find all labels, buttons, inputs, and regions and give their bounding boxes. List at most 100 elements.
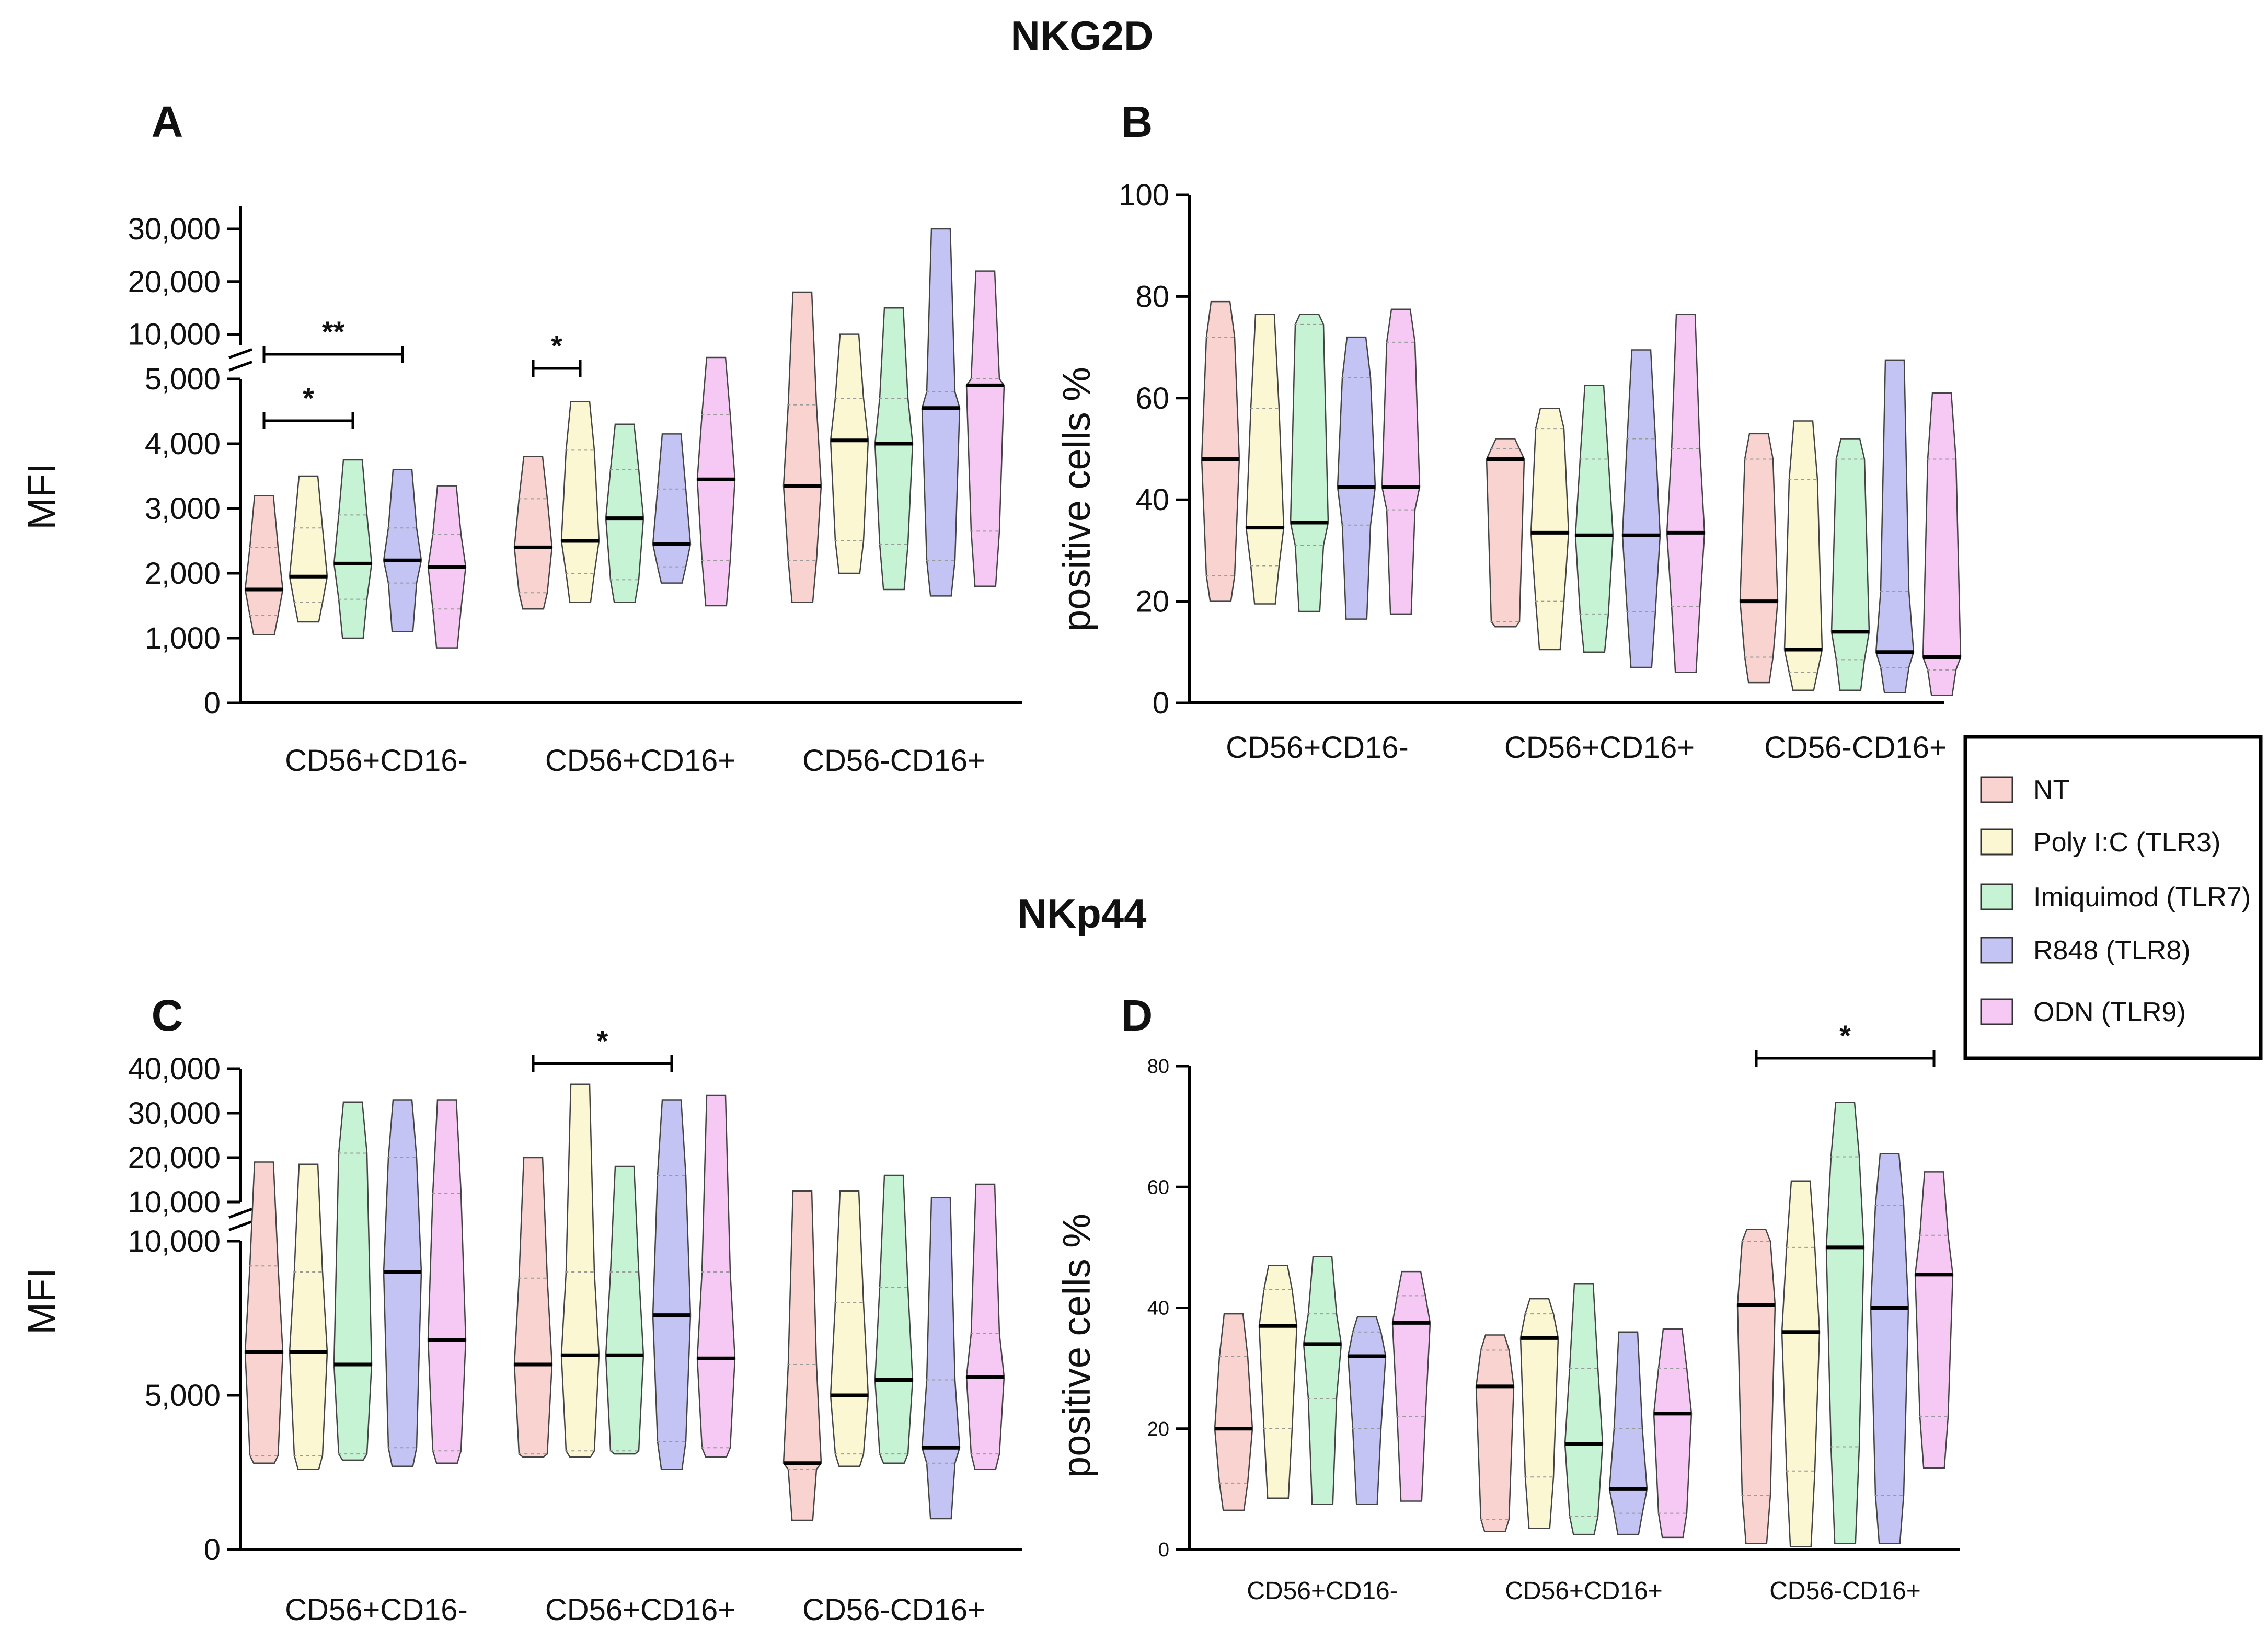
y-tick-label: 5,000 — [145, 362, 221, 396]
y-tick-label: 30,000 — [128, 1096, 221, 1130]
violin-r848-tlr8 — [1337, 336, 1376, 620]
violin-odn-tlr9 — [427, 1099, 467, 1464]
violin-nt — [1475, 1334, 1515, 1532]
significance-label: * — [551, 329, 562, 362]
x-category-label: CD56+CD16+ — [1504, 731, 1695, 765]
violin-odn-tlr9 — [965, 270, 1005, 587]
legend-label-odn-tlr9: ODN (TLR9) — [2033, 997, 2186, 1027]
violin-poly-i-c-tlr3 — [289, 475, 328, 623]
legend-swatch-odn-tlr9 — [1980, 998, 2013, 1025]
violin-r848-tlr8 — [1870, 1153, 1909, 1544]
y-tick-label: 0 — [204, 1533, 221, 1567]
y-tick-label: 1,000 — [145, 621, 221, 655]
x-category-label: CD56-CD16+ — [1769, 1577, 1920, 1605]
legend-swatch-poly-i-c-tlr3 — [1980, 828, 2013, 856]
significance-label: ** — [322, 315, 345, 348]
violin-poly-i-c-tlr3 — [830, 1190, 869, 1467]
violin-imiquimod-tlr7 — [333, 459, 373, 639]
panel-c: 0 5,000 10,000 10,000 20,000 30,000 40,000 MFI C… — [20, 1024, 1022, 1627]
violin-nt — [513, 1157, 553, 1458]
legend-frame — [1963, 735, 2263, 1060]
violin-poly-i-c-tlr3 — [1530, 407, 1570, 651]
violin-poly-i-c-tlr3 — [1245, 314, 1285, 605]
violin-imiquimod-tlr7 — [1303, 1255, 1342, 1505]
y-tick-label: 3,000 — [145, 492, 221, 526]
legend-swatch-imiquimod-tlr7 — [1980, 883, 2013, 910]
violin-poly-i-c-tlr3 — [1258, 1265, 1298, 1499]
violin-imiquimod-tlr7 — [605, 423, 644, 604]
x-category-label: CD56+CD16- — [1247, 1577, 1398, 1605]
legend-label-nt: NT — [2033, 775, 2069, 805]
title-bottom: NKp44 — [1017, 891, 1146, 937]
y-tick-label: 20,000 — [128, 1141, 221, 1175]
title-top: NKG2D — [1010, 13, 1153, 59]
significance-label: * — [303, 382, 314, 414]
violin-imiquimod-tlr7 — [1825, 1102, 1865, 1544]
violin-poly-i-c-tlr3 — [289, 1163, 328, 1470]
x-category-label: CD56-CD16+ — [802, 1593, 985, 1627]
panel-b: 0 20 40 60 80 100 positive cells % CD56+CD16- CD… — [1055, 178, 1962, 765]
violin-odn-tlr9 — [696, 356, 736, 607]
violin-r848-tlr8 — [383, 469, 422, 632]
violin-poly-i-c-tlr3 — [1519, 1298, 1559, 1529]
legend-swatch-r848-tlr8 — [1980, 937, 2013, 964]
x-category-label: CD56-CD16+ — [802, 744, 985, 778]
y-axis-label: positive cells % — [1055, 367, 1098, 631]
y-tick-label: 100 — [1119, 178, 1169, 212]
violin-poly-i-c-tlr3 — [1781, 1180, 1821, 1547]
violin-nt — [782, 291, 822, 604]
panel-letter-d: D — [1121, 991, 1153, 1040]
y-tick-label: 80 — [1147, 1056, 1169, 1078]
panel-letter-b: B — [1121, 97, 1153, 146]
violin-nt — [1739, 433, 1779, 684]
violin-nt — [513, 456, 553, 610]
violin-imiquimod-tlr7 — [874, 1174, 914, 1464]
violin-r848-tlr8 — [383, 1099, 422, 1467]
violin-r848-tlr8 — [1608, 1331, 1648, 1535]
y-axis-label: MFI — [20, 463, 63, 529]
violin-r848-tlr8 — [1621, 349, 1661, 668]
violin-nt — [1201, 300, 1240, 602]
violin-odn-tlr9 — [1914, 1171, 1954, 1469]
panel-d: 0 20 40 60 80 positive cells % CD56+CD16- CD56+… — [1055, 1019, 1960, 1605]
panel-letter-a: A — [152, 97, 183, 146]
y-tick-label: 5,000 — [145, 1379, 221, 1413]
y-tick-label: 20 — [1135, 585, 1169, 619]
y-tick-label: 80 — [1135, 280, 1169, 314]
legend-label-r848-tlr8: R848 (TLR8) — [2033, 935, 2191, 966]
y-tick-label: 0 — [1153, 686, 1169, 720]
violin-poly-i-c-tlr3 — [830, 333, 869, 574]
y-tick-label: 0 — [204, 686, 221, 720]
axis-break-mark — [228, 1208, 252, 1219]
violin-imiquimod-tlr7 — [1564, 1283, 1604, 1535]
violin-nt — [1486, 438, 1525, 628]
y-axis-label: MFI — [20, 1268, 63, 1334]
violin-r848-tlr8 — [652, 433, 692, 584]
y-tick-label: 40,000 — [128, 1052, 221, 1086]
violin-imiquimod-tlr7 — [1574, 385, 1614, 653]
violin-imiquimod-tlr7 — [1290, 314, 1329, 612]
y-tick-label: 40 — [1135, 483, 1169, 517]
violin-nt — [244, 1161, 284, 1464]
axis-break-mark — [228, 348, 252, 359]
axis-break-mark — [228, 1220, 252, 1231]
axis-break-mark — [228, 361, 252, 372]
violin-imiquimod-tlr7 — [333, 1101, 373, 1461]
legend-label-poly-i-c-tlr3: Poly I:C (TLR3) — [2033, 827, 2220, 858]
y-tick-label: 60 — [1135, 382, 1169, 415]
violin-odn-tlr9 — [1666, 314, 1706, 673]
violin-poly-i-c-tlr3 — [560, 401, 600, 604]
x-category-label: CD56+CD16- — [1226, 731, 1409, 765]
significance-label: * — [1839, 1019, 1851, 1052]
legend-swatch-nt — [1980, 776, 2013, 803]
violin-r848-tlr8 — [1875, 359, 1915, 693]
violin-nt — [782, 1190, 822, 1521]
violin-nt — [244, 494, 284, 636]
y-tick-label: 30,000 — [128, 212, 221, 246]
panel-a: 0 1,000 2,000 3,000 4,000 5,000 10,000 20,000 30… — [20, 206, 1022, 778]
violin-imiquimod-tlr7 — [605, 1165, 644, 1455]
violin-odn-tlr9 — [965, 1183, 1005, 1470]
violin-r848-tlr8 — [921, 228, 961, 597]
violin-r848-tlr8 — [921, 1197, 961, 1520]
